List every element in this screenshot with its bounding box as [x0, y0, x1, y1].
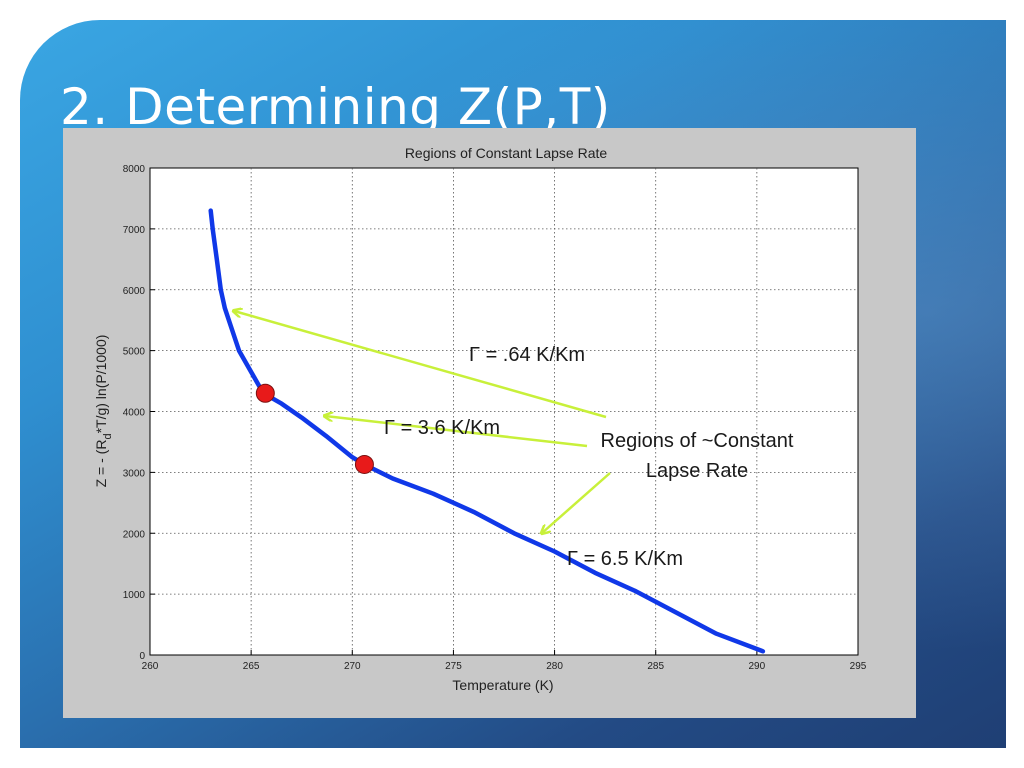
annotation-gamma-064: Γ = .64 K/Km — [469, 344, 585, 366]
x-tick-label: 265 — [243, 661, 260, 672]
markers-layer — [255, 383, 374, 474]
chart-svg: 260 265 270 275 280 285 290 295 0 1000 2000 3000 400… — [93, 145, 867, 693]
chart-title: Regions of Constant Lapse Rate — [405, 145, 608, 161]
y-tick-label: 4000 — [123, 408, 146, 419]
y-axis-label: Z = - (Rd*T/g) ln(P/1000) — [93, 335, 114, 488]
series-layer — [208, 208, 766, 654]
slide-title: 2. Determining Z(P,T) — [60, 78, 611, 136]
y-axis-label-main: Z = - (R — [93, 440, 109, 488]
y-tick-label: 3000 — [123, 468, 146, 479]
arrow-36 — [325, 416, 588, 448]
y-tick-label: 5000 — [123, 347, 146, 358]
annotation-arrows — [234, 311, 611, 533]
grid-lines — [150, 168, 858, 655]
y-axis-label-sub: d — [102, 433, 114, 439]
arrow-064 — [234, 311, 607, 419]
marker-point — [255, 383, 275, 403]
x-tick-label: 275 — [445, 661, 462, 672]
y-axis-label-tail: *T/g) ln(P/1000) — [93, 335, 109, 434]
x-tick-label: 280 — [546, 661, 563, 672]
y-tick-label: 0 — [139, 651, 145, 662]
y-tick-label: 7000 — [123, 225, 146, 236]
y-tick-label: 2000 — [123, 529, 146, 540]
annotation-regions-line1: Regions of ~Constant — [601, 430, 794, 452]
x-tick-label: 270 — [344, 661, 361, 672]
series-line — [208, 208, 766, 654]
x-tick-label: 290 — [749, 661, 766, 672]
marker-point — [354, 454, 374, 474]
annotation-regions-line2: Lapse Rate — [646, 460, 748, 482]
chart-figure: 260 265 270 275 280 285 290 295 0 1000 2000 3000 400… — [63, 128, 916, 718]
x-tick-label: 295 — [850, 661, 867, 672]
y-tick-label: 8000 — [123, 164, 146, 175]
x-tick-label: 260 — [142, 661, 159, 672]
x-tick-label: 285 — [647, 661, 664, 672]
y-tick-label: 6000 — [123, 286, 146, 297]
x-axis-label: Temperature (K) — [452, 677, 553, 693]
tick-marks: 260 265 270 275 280 285 290 295 0 1000 2000 3000 400… — [123, 164, 867, 672]
arrow-65 — [542, 472, 611, 533]
annotation-gamma-65: Γ = 6.5 K/Km — [567, 548, 683, 570]
annotation-gamma-36: Γ = 3.6 K/Km — [384, 417, 500, 439]
plot-area — [149, 167, 859, 656]
y-tick-label: 1000 — [123, 590, 146, 601]
